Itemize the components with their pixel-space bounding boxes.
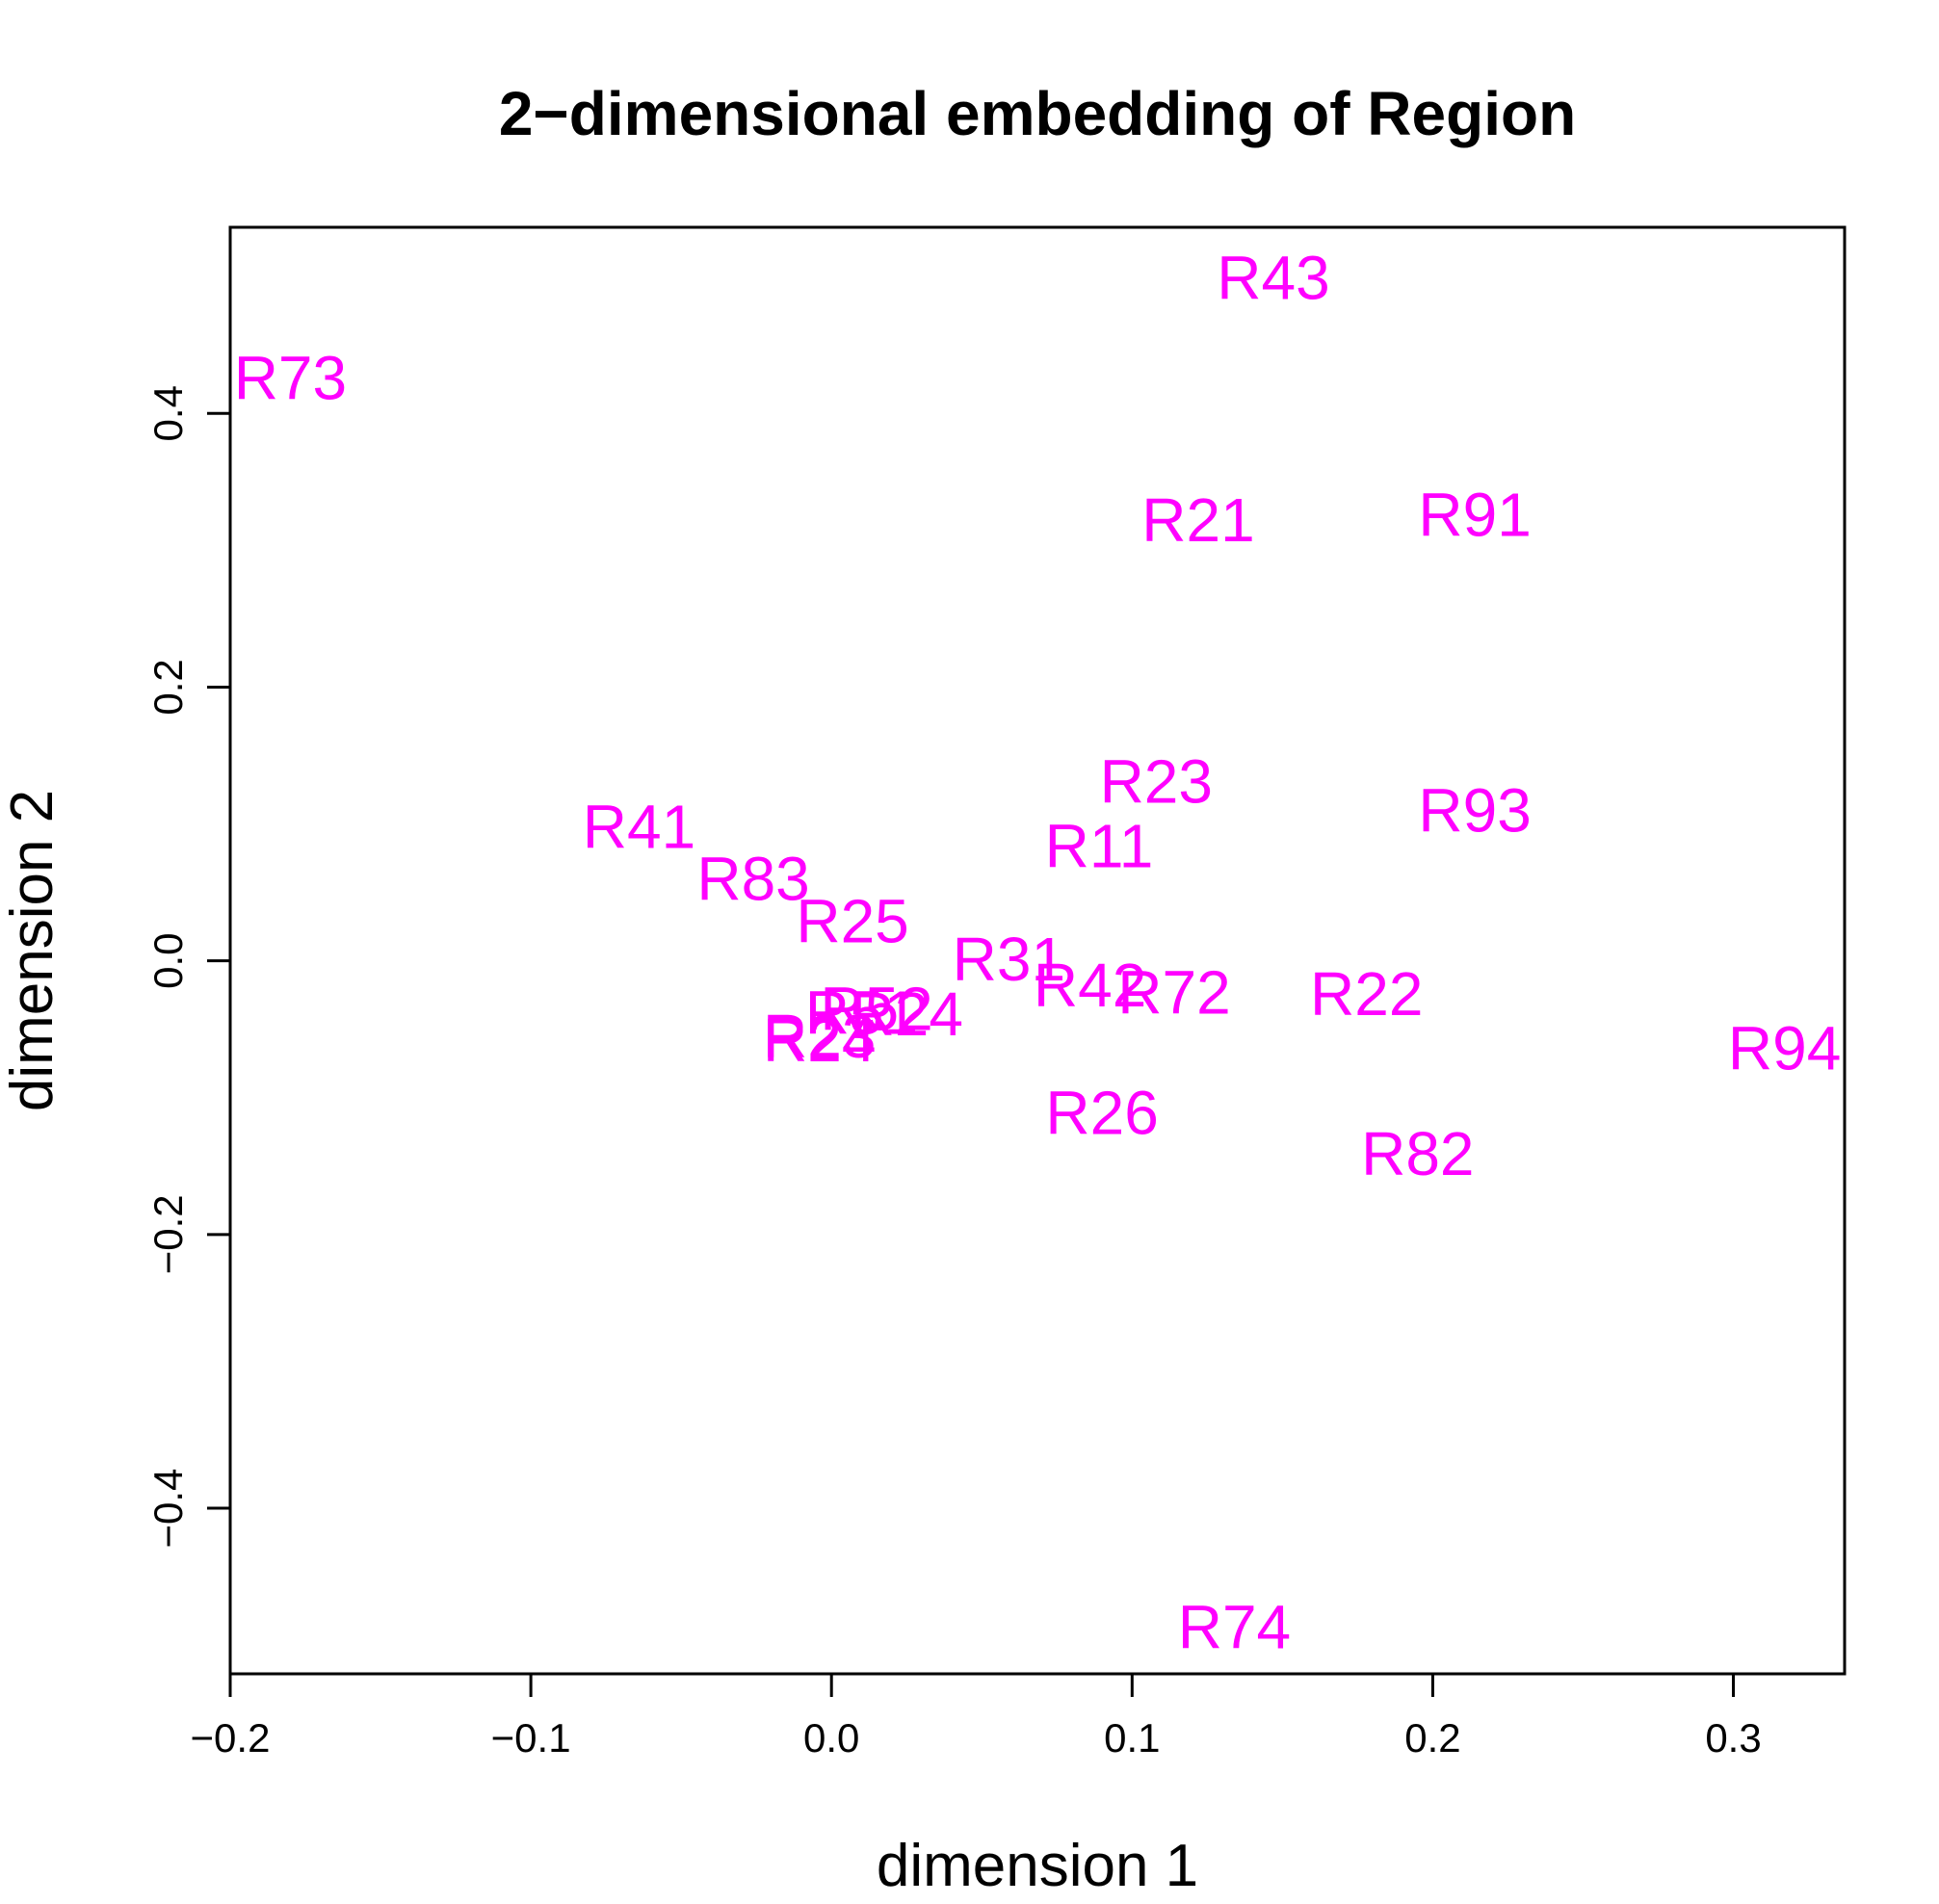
x-tick-label: 0.0 [803, 1715, 859, 1761]
point-label-r52: R52 [820, 974, 932, 1043]
point-label-r11: R11 [1045, 811, 1154, 880]
x-tick-label: 0.2 [1404, 1715, 1460, 1761]
point-label-r82: R82 [1361, 1119, 1474, 1188]
point-label-r26: R26 [1045, 1078, 1158, 1147]
y-tick-label: −0.4 [145, 1469, 191, 1549]
point-label-r43: R43 [1217, 244, 1329, 313]
x-axis: −0.2 −0.1 0.0 0.1 0.2 0.3 [191, 1672, 1762, 1761]
point-label-r93: R93 [1418, 775, 1531, 845]
x-tick-label: 0.1 [1104, 1715, 1160, 1761]
x-tick-label: −0.1 [491, 1715, 571, 1761]
point-label-r74: R74 [1178, 1593, 1291, 1662]
y-axis: −0.4 −0.2 0.0 0.2 0.4 [145, 385, 232, 1549]
point-label-r42: R42 [1034, 951, 1146, 1020]
point-label-r83: R83 [696, 844, 809, 913]
point-label-r91: R91 [1418, 480, 1531, 549]
point-label-r51: R51 [805, 978, 918, 1048]
y-tick-label: 0.0 [145, 932, 191, 988]
point-label-r73: R73 [234, 343, 347, 412]
point-label-r21: R21 [1141, 485, 1254, 555]
y-tick-label: −0.2 [145, 1194, 191, 1274]
point-label-r24: R24 [851, 979, 963, 1049]
x-tick-label: 0.3 [1705, 1715, 1761, 1761]
point-label-r23: R23 [1100, 747, 1213, 817]
point-label-r41: R41 [583, 792, 695, 861]
point-label-r94: R94 [1728, 1014, 1841, 1083]
y-tick-label: 0.2 [145, 659, 191, 715]
point-label-r23: R23 [763, 1002, 876, 1071]
y-axis-title: dimension 2 [0, 790, 66, 1111]
x-axis-title: dimension 1 [877, 1833, 1198, 1899]
y-tick-label: 0.4 [145, 385, 191, 441]
point-label-r22: R22 [1310, 959, 1423, 1029]
point-label-r31: R31 [953, 925, 1065, 994]
x-tick-label: −0.2 [191, 1715, 271, 1761]
chart-title: 2−dimensional embedding of Region [499, 79, 1576, 148]
point-label-r25: R25 [796, 886, 908, 955]
point-label-r72: R72 [1117, 957, 1230, 1027]
point-label-r24: R24 [763, 1005, 876, 1075]
